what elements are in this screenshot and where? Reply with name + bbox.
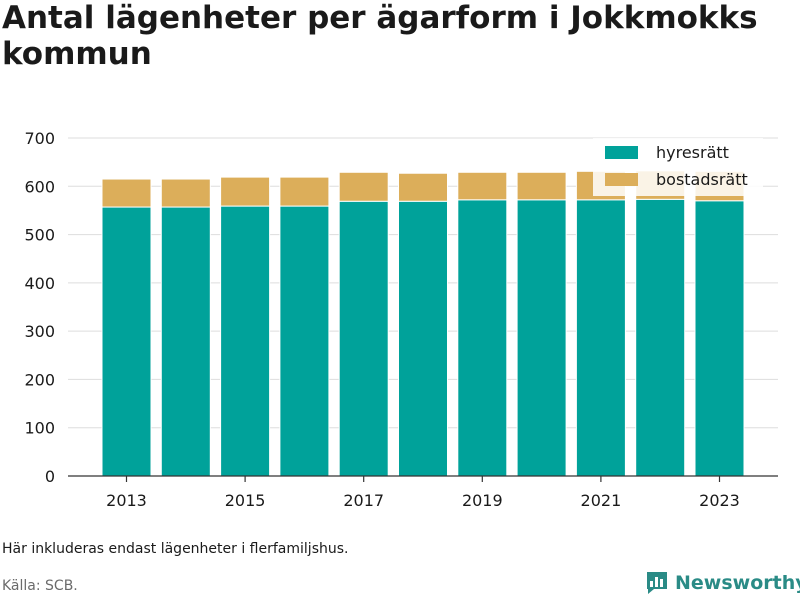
x-tick-label: 2013: [106, 491, 147, 510]
bar-bostadsratt: [516, 171, 567, 201]
legend-label: hyresrätt: [656, 143, 729, 162]
x-tick-label: 2015: [225, 491, 266, 510]
y-tick-label: 300: [24, 322, 55, 341]
bar-bostadsratt: [160, 178, 211, 208]
bar-hyresratt: [457, 199, 508, 477]
footnote: Här inkluderas endast lägenheter i flerf…: [2, 541, 349, 557]
y-axis: 0 100 200 300 400 500 600 700: [24, 129, 55, 486]
x-tick-label: 2017: [343, 491, 384, 510]
y-tick-label: 600: [24, 177, 55, 196]
source-text: Källa: SCB.: [2, 578, 78, 594]
bar-hyresratt: [279, 205, 330, 477]
brand-name: Newsworthy: [675, 572, 800, 594]
x-tick-label: 2019: [462, 491, 503, 510]
y-tick-label: 500: [24, 226, 55, 245]
x-axis: 2013 2015 2017 2019 2021 2023: [68, 475, 778, 510]
bar-hyresratt: [516, 199, 567, 477]
newsworthy-logo-icon: [647, 572, 667, 594]
y-tick-label: 0: [45, 467, 55, 486]
bar-hyresratt: [635, 198, 686, 477]
bar-bostadsratt: [398, 172, 448, 202]
y-tick-label: 700: [24, 129, 55, 148]
y-tick-label: 100: [24, 419, 55, 438]
bar-bostadsratt: [338, 171, 389, 202]
bar-hyresratt: [575, 199, 626, 477]
legend-swatch-hyresratt: [605, 146, 638, 159]
bar-bostadsratt: [101, 178, 152, 208]
x-tick-label: 2021: [581, 491, 622, 510]
y-tick-label: 200: [24, 370, 55, 389]
bars: [101, 170, 745, 477]
bar-hyresratt: [694, 200, 745, 477]
newsworthy-logo: Newsworthy: [645, 570, 800, 596]
bar-hyresratt: [338, 200, 389, 477]
bar-hyresratt: [220, 205, 271, 477]
bar-bostadsratt: [279, 176, 330, 207]
legend: hyresrätt bostadsrätt: [593, 138, 763, 196]
bar-hyresratt: [160, 206, 211, 477]
x-tick-label: 2023: [699, 491, 740, 510]
bar-hyresratt: [101, 206, 152, 477]
legend-label: bostadsrätt: [656, 170, 748, 189]
bar-hyresratt: [398, 200, 448, 477]
y-tick-label: 400: [24, 274, 55, 293]
bar-bostadsratt: [457, 171, 508, 201]
bar-bostadsratt: [220, 176, 271, 207]
legend-swatch-bostadsratt: [605, 173, 638, 186]
chart-title: Antal lägenheter per ägarform i Jokkmokk…: [2, 0, 758, 72]
